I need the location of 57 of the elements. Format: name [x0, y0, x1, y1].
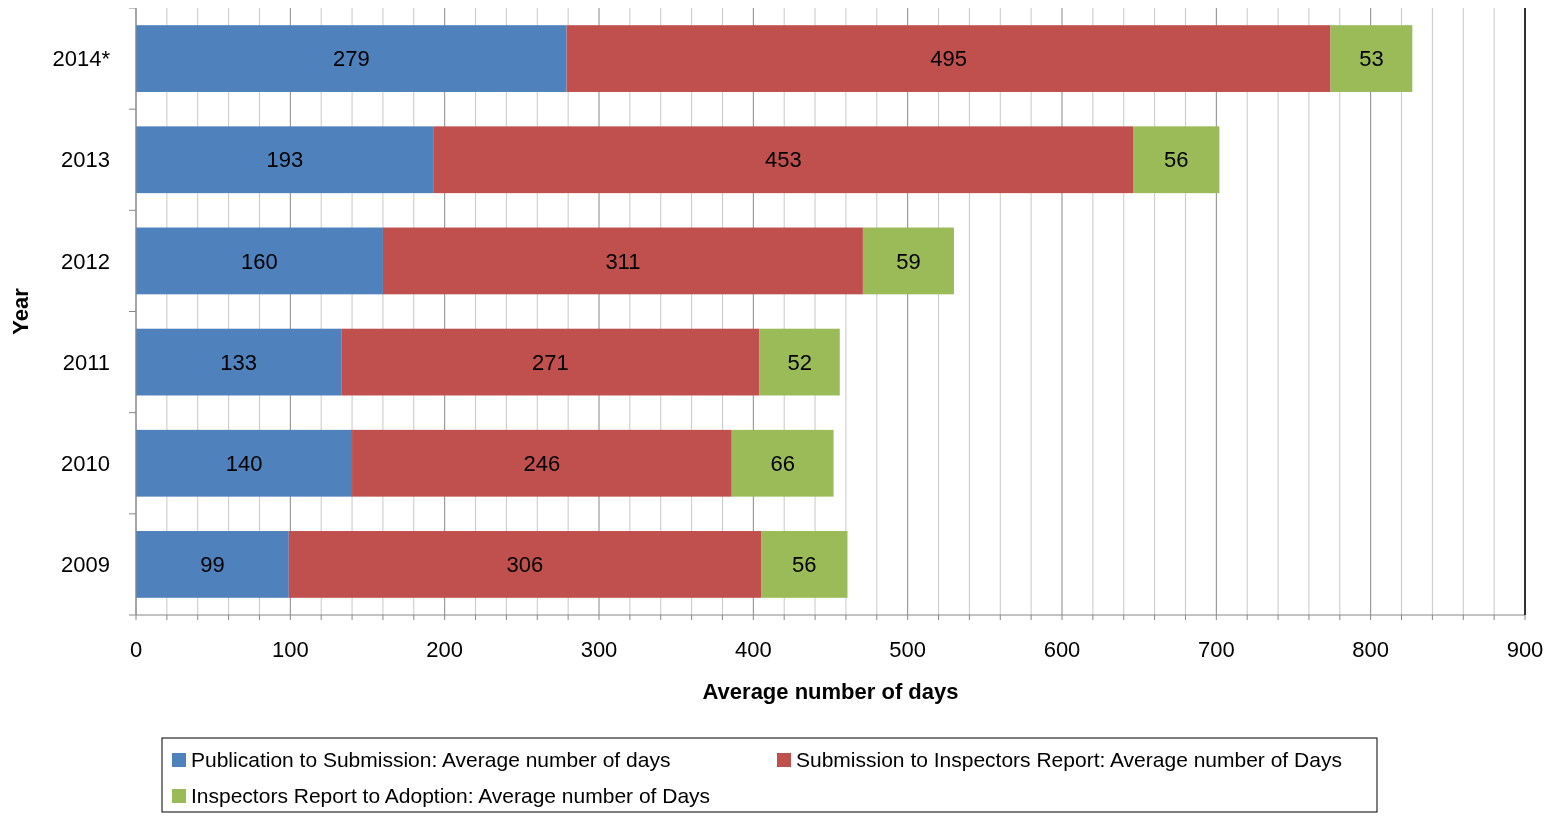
y-tick-label: 2012 — [61, 248, 110, 274]
data-label: 56 — [1163, 147, 1189, 173]
data-label: 160 — [241, 248, 278, 274]
data-label: 59 — [896, 248, 921, 274]
x-tick-label: 900 — [1506, 637, 1544, 662]
bar — [566, 25, 1331, 92]
data-label: 193 — [266, 147, 304, 173]
bar — [862, 227, 954, 295]
legend-label: Inspectors Report to Adoption: Average number of Days — [191, 784, 711, 808]
bar — [136, 429, 353, 497]
data-label: 306 — [506, 552, 544, 578]
bar — [136, 126, 434, 194]
bar — [759, 328, 840, 396]
x-tick-label: 700 — [1197, 637, 1235, 662]
data-label: 495 — [930, 46, 967, 72]
bar — [136, 531, 289, 598]
data-label: 271 — [532, 349, 569, 375]
y-tick-label: 2011 — [62, 349, 110, 375]
bar — [288, 531, 762, 598]
data-label: 311 — [605, 248, 641, 274]
data-label: 53 — [1359, 46, 1384, 72]
x-tick-label: 300 — [580, 637, 618, 662]
data-label: 246 — [523, 450, 561, 476]
bar — [341, 328, 760, 396]
x-tick-label: 600 — [1043, 637, 1081, 662]
legend-label: Submission to Inspectors Report: Average number of Days — [796, 748, 1342, 772]
bar — [136, 227, 383, 295]
x-tick-label: 400 — [734, 637, 772, 662]
y-tick-label: 2010 — [61, 450, 110, 476]
y-axis-title: Year — [8, 287, 33, 335]
bar — [731, 429, 834, 497]
y-tick-label: 2009 — [61, 552, 110, 578]
x-tick-label: 100 — [271, 637, 309, 662]
bar — [136, 328, 342, 396]
x-tick-label: 0 — [129, 637, 143, 662]
x-tick-label: 500 — [889, 637, 927, 662]
y-tick-label: 2014* — [52, 46, 111, 72]
data-label: 52 — [787, 349, 812, 375]
data-label: 56 — [792, 552, 817, 578]
legend-label: Publication to Submission: Average number of days — [191, 748, 671, 772]
bar — [761, 531, 848, 598]
x-axis-title: Average number of days — [702, 679, 959, 704]
data-label: 453 — [765, 147, 802, 173]
bar — [352, 429, 732, 497]
y-tick-label: 2013 — [61, 147, 110, 173]
bar — [136, 25, 567, 92]
data-label: 140 — [225, 450, 263, 476]
bar — [382, 227, 863, 295]
bar — [433, 126, 1133, 194]
data-label: 279 — [332, 46, 370, 72]
data-label: 66 — [770, 450, 795, 476]
bar — [1330, 25, 1413, 92]
data-label: 133 — [220, 349, 257, 375]
bar — [1132, 126, 1220, 194]
data-label: 99 — [200, 552, 225, 578]
x-tick-label: 200 — [426, 637, 464, 662]
x-tick-label: 800 — [1352, 637, 1390, 662]
